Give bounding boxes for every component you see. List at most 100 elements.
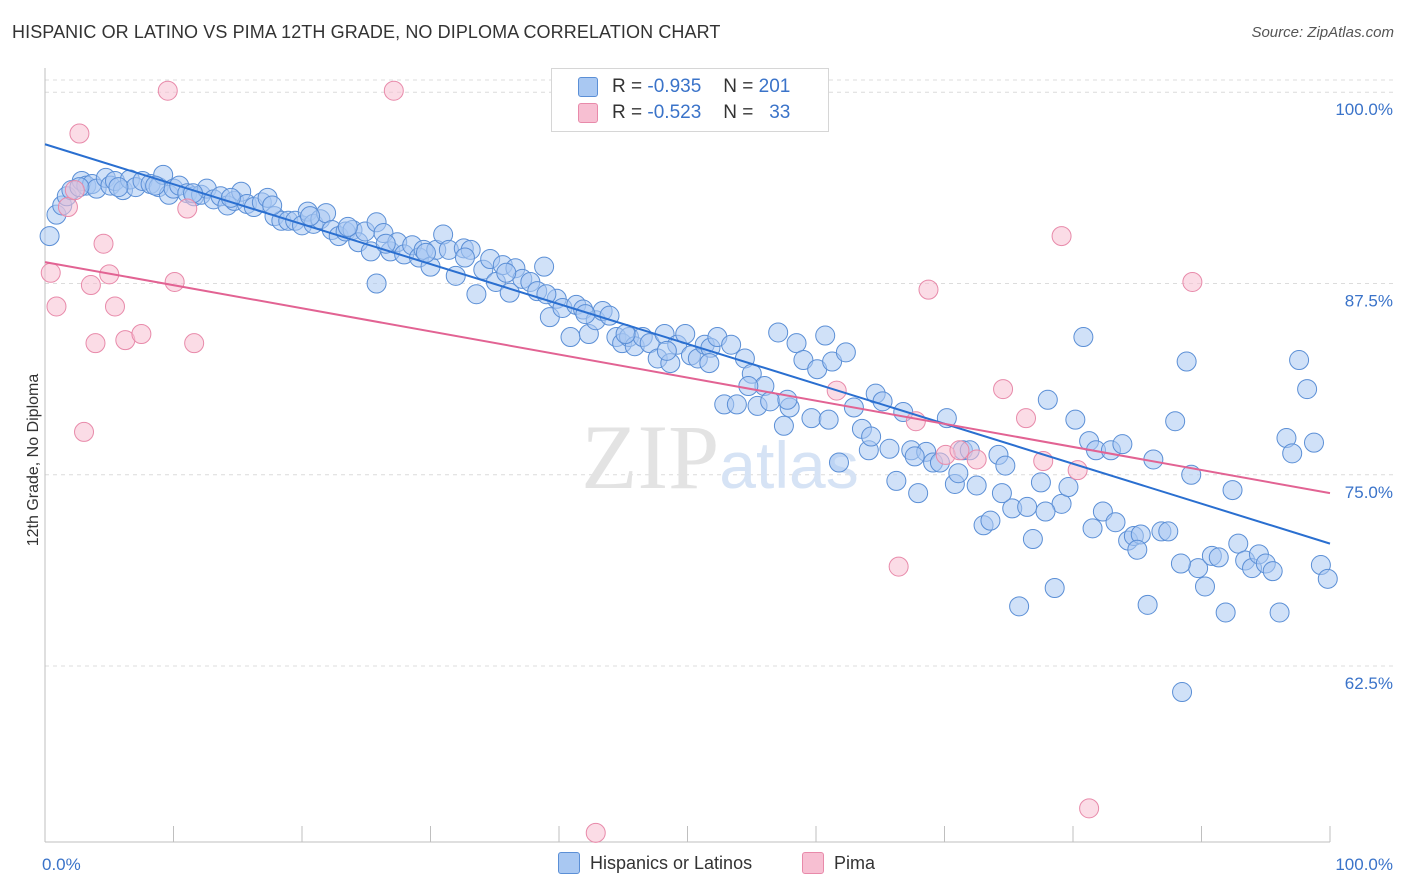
- point-hispanics: [39, 226, 60, 247]
- point-pima: [949, 440, 970, 461]
- legend-r-value: -0.935: [647, 76, 702, 97]
- point-hispanics: [966, 475, 987, 496]
- legend-n-value: 33: [769, 102, 791, 123]
- point-pima: [383, 80, 404, 101]
- legend-row-pima: R = -0.523 N = 33: [578, 100, 790, 126]
- point-pima: [74, 421, 95, 442]
- point-hispanics: [835, 342, 856, 363]
- legend-r-label: R =: [612, 102, 643, 123]
- legend-swatch-pink: [578, 103, 598, 123]
- point-hispanics: [1215, 602, 1236, 623]
- point-pima: [993, 379, 1014, 400]
- point-hispanics: [1073, 327, 1094, 348]
- point-hispanics: [801, 408, 822, 429]
- point-hispanics: [768, 322, 789, 343]
- point-hispanics: [1165, 411, 1186, 432]
- point-pima: [157, 80, 178, 101]
- point-hispanics: [991, 483, 1012, 504]
- point-pima: [1016, 408, 1037, 429]
- point-pima: [64, 180, 85, 201]
- legend: R = -0.935 N = 201 R = -0.523 N = 33: [551, 68, 829, 132]
- point-hispanics: [1176, 351, 1197, 372]
- point-hispanics: [560, 327, 581, 348]
- point-pima: [1079, 798, 1100, 819]
- source-credit: Source: ZipAtlas.com: [1251, 24, 1394, 41]
- point-pima: [85, 333, 106, 354]
- point-hispanics: [815, 325, 836, 346]
- point-hispanics: [1009, 596, 1030, 617]
- point-hispanics: [1289, 350, 1310, 371]
- point-hispanics: [786, 333, 807, 354]
- series-pima: [40, 80, 1203, 843]
- point-pima: [184, 333, 205, 354]
- point-hispanics: [995, 455, 1016, 476]
- grid-lines: [45, 79, 1395, 667]
- point-hispanics: [726, 394, 747, 415]
- chart-title: HISPANIC OR LATINO VS PIMA 12TH GRADE, N…: [12, 22, 721, 42]
- legend-r-value: -0.523: [647, 102, 702, 123]
- point-hispanics: [1051, 493, 1072, 514]
- point-hispanics: [861, 426, 882, 447]
- point-pima: [93, 233, 114, 254]
- bottom-legend-label: Hispanics or Latinos: [590, 852, 753, 873]
- point-pima: [57, 197, 78, 217]
- y-tick-label: 87.5%: [1345, 292, 1393, 311]
- point-hispanics: [1158, 521, 1179, 542]
- y-tick-label: 62.5%: [1345, 674, 1393, 693]
- point-hispanics: [1030, 472, 1051, 493]
- point-hispanics: [1208, 547, 1229, 568]
- trend-line-hispanics: [44, 143, 1331, 545]
- trend-lines: [44, 143, 1331, 545]
- point-hispanics: [454, 247, 475, 268]
- y-axis-title: 12th Grade, No Diploma: [25, 374, 42, 547]
- point-pima: [164, 271, 185, 292]
- trend-line-pima: [44, 261, 1331, 495]
- point-pima: [40, 262, 61, 283]
- legend-n-label: N =: [723, 102, 754, 123]
- point-hispanics: [1037, 389, 1058, 410]
- point-hispanics: [721, 334, 742, 355]
- point-hispanics: [337, 216, 358, 237]
- point-pima: [918, 279, 939, 300]
- point-hispanics: [1303, 432, 1324, 453]
- point-hispanics: [1194, 576, 1215, 597]
- point-pima: [585, 822, 606, 843]
- point-hispanics: [1269, 602, 1290, 623]
- point-hispanics: [1044, 578, 1065, 598]
- point-pima: [104, 296, 125, 317]
- point-hispanics: [496, 262, 517, 283]
- bottom-legend-pima: Pima: [802, 852, 875, 874]
- x-tick-label: 0.0%: [42, 855, 81, 874]
- legend-n-label: N =: [723, 76, 754, 97]
- point-pima: [46, 296, 67, 317]
- point-hispanics: [1222, 480, 1243, 501]
- legend-r-label: R =: [612, 76, 643, 97]
- point-hispanics: [466, 284, 487, 305]
- point-hispanics: [793, 350, 814, 371]
- bottom-legend-hispanics: Hispanics or Latinos: [558, 852, 752, 874]
- point-hispanics: [777, 389, 798, 410]
- point-pima: [131, 324, 152, 344]
- legend-swatch-blue: [578, 77, 598, 97]
- point-hispanics: [872, 391, 893, 412]
- point-hispanics: [534, 256, 555, 277]
- point-hispanics: [699, 353, 720, 374]
- point-hispanics: [1017, 496, 1038, 517]
- point-pima: [1051, 226, 1072, 247]
- point-hispanics: [300, 206, 321, 227]
- point-hispanics: [1262, 561, 1283, 582]
- point-hispanics: [908, 483, 929, 504]
- bottom-legend-swatch-pink: [802, 852, 824, 874]
- point-pima: [1067, 460, 1088, 481]
- point-hispanics: [980, 510, 1001, 531]
- axes: [44, 68, 1331, 843]
- watermark: ZIPatlas: [581, 406, 858, 508]
- point-hispanics: [108, 177, 129, 198]
- point-pima: [80, 275, 101, 296]
- bottom-legend-swatch-blue: [558, 852, 580, 874]
- point-pima: [1182, 271, 1203, 292]
- point-hispanics: [1297, 379, 1318, 400]
- y-tick-label: 75.0%: [1345, 483, 1393, 502]
- point-hispanics: [948, 463, 969, 484]
